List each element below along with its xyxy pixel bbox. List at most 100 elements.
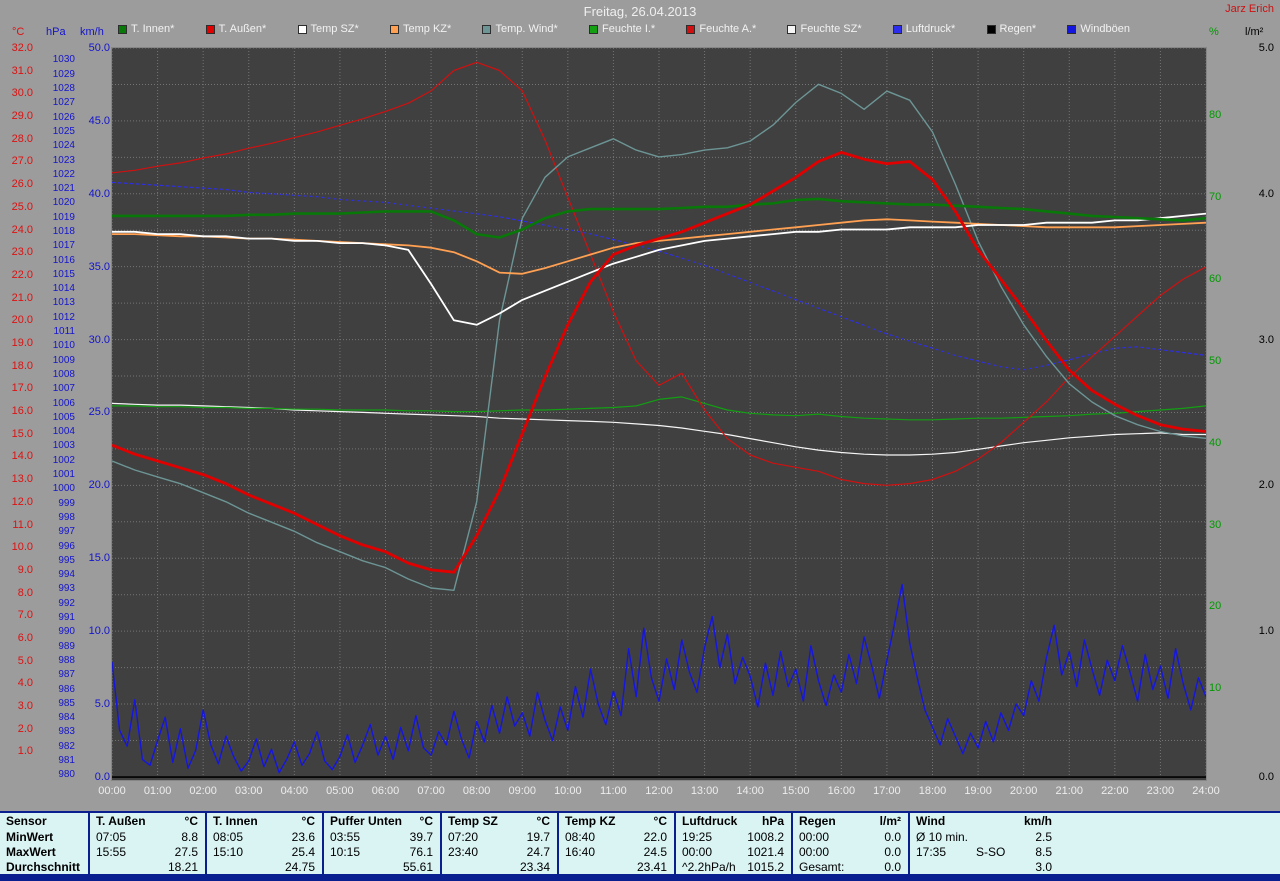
legend-item-t-aussen[interactable]: T. Außen* xyxy=(206,23,267,35)
hpa-tick-label: 998 xyxy=(36,512,75,523)
x-tick-label: 05:00 xyxy=(326,785,354,797)
x-tick-label: 16:00 xyxy=(828,785,856,797)
legend-item-temp-wind[interactable]: Temp. Wind* xyxy=(482,23,557,35)
legend-item-temp-kz[interactable]: Temp KZ* xyxy=(390,23,451,35)
kmh-tick-label: 5.0 xyxy=(77,699,110,710)
legend-label: Temp. Wind* xyxy=(495,23,557,35)
pct-tick-label: 60 xyxy=(1209,274,1233,285)
hpa-tick-label: 1017 xyxy=(36,240,75,251)
stats-table: SensorT. Außen°CT. Innen°CPuffer Unten°C… xyxy=(0,811,1280,874)
lm2-tick-label: 2.0 xyxy=(1242,480,1274,491)
pct-tick-label: 50 xyxy=(1209,356,1233,367)
table-cell: MinWert xyxy=(0,829,88,844)
legend-swatch xyxy=(298,25,307,34)
kmh-tick-label: 20.0 xyxy=(77,480,110,491)
hpa-tick-label: 1030 xyxy=(36,54,75,65)
legend-swatch xyxy=(482,25,491,34)
table-cell: ^2.2hPa/h1015.2 xyxy=(674,859,791,874)
legend-label: Feuchte SZ* xyxy=(800,23,861,35)
temp_c-tick-label: 6.0 xyxy=(0,633,33,644)
hpa-tick-label: 982 xyxy=(36,741,75,752)
hpa-tick-label: 981 xyxy=(36,755,75,766)
lm2-tick-label: 0.0 xyxy=(1242,772,1274,783)
hpa-tick-label: 1010 xyxy=(36,340,75,351)
hpa-tick-label: 986 xyxy=(36,684,75,695)
legend-item-temp-sz[interactable]: Temp SZ* xyxy=(298,23,359,35)
legend-label: Feuchte I.* xyxy=(602,23,655,35)
x-tick-label: 13:00 xyxy=(691,785,719,797)
temp_c-tick-label: 32.0 xyxy=(0,43,33,54)
table-cell: 24.75 xyxy=(205,859,322,874)
temp_c-tick-label: 28.0 xyxy=(0,134,33,145)
legend-item-feuchte-i[interactable]: Feuchte I.* xyxy=(589,23,655,35)
table-cell: Windkm/h xyxy=(908,813,1280,829)
hpa-tick-label: 1000 xyxy=(36,483,75,494)
temp_c-tick-label: 4.0 xyxy=(0,678,33,689)
hpa-tick-label: 1003 xyxy=(36,440,75,451)
kmh-tick-label: 30.0 xyxy=(77,335,110,346)
table-cell: LuftdruckhPa xyxy=(674,813,791,829)
table-cell: T. Innen°C xyxy=(205,813,322,829)
legend-swatch xyxy=(987,25,996,34)
legend-label: Luftdruck* xyxy=(906,23,956,35)
pct-tick-label: 70 xyxy=(1209,192,1233,203)
page-title: Freitag, 26.04.2013 xyxy=(0,4,1280,19)
hpa-tick-label: 985 xyxy=(36,698,75,709)
table-cell: 23.34 xyxy=(440,859,557,874)
hpa-tick-label: 988 xyxy=(36,655,75,666)
temp_c-tick-label: 3.0 xyxy=(0,701,33,712)
hpa-tick-label: 1007 xyxy=(36,383,75,394)
kmh-tick-label: 50.0 xyxy=(77,43,110,54)
legend-item-luftdruck[interactable]: Luftdruck* xyxy=(893,23,956,35)
temp_c-tick-label: 5.0 xyxy=(0,656,33,667)
temp_c-tick-label: 11.0 xyxy=(0,520,33,531)
legend-item-t-innen[interactable]: T. Innen* xyxy=(118,23,174,35)
temp_c-tick-label: 14.0 xyxy=(0,451,33,462)
hpa-tick-label: 987 xyxy=(36,669,75,680)
legend-item-windboeen[interactable]: Windböen xyxy=(1067,23,1130,35)
temp_c-tick-label: 31.0 xyxy=(0,66,33,77)
table-cell: Durchschnitt xyxy=(0,859,88,874)
lm2-tick-label: 1.0 xyxy=(1242,626,1274,637)
legend-item-regen[interactable]: Regen* xyxy=(987,23,1037,35)
hpa-tick-label: 1027 xyxy=(36,97,75,108)
hpa-tick-label: 1021 xyxy=(36,183,75,194)
kmh-tick-label: 25.0 xyxy=(77,407,110,418)
temp_c-tick-label: 2.0 xyxy=(0,724,33,735)
series-temp-wind xyxy=(112,84,1206,590)
x-tick-label: 15:00 xyxy=(782,785,810,797)
x-tick-label: 07:00 xyxy=(417,785,445,797)
kmh-tick-label: 10.0 xyxy=(77,626,110,637)
hpa-tick-label: 1001 xyxy=(36,469,75,480)
x-tick-label: 09:00 xyxy=(508,785,536,797)
hpa-tick-label: 991 xyxy=(36,612,75,623)
x-tick-label: 18:00 xyxy=(919,785,947,797)
x-tick-label: 01:00 xyxy=(144,785,172,797)
legend-item-feuchte-a[interactable]: Feuchte A.* xyxy=(686,23,756,35)
table-cell: Regenl/m² xyxy=(791,813,908,829)
hpa-tick-label: 1004 xyxy=(36,426,75,437)
x-tick-label: 11:00 xyxy=(600,785,627,797)
hpa-tick-label: 980 xyxy=(36,769,75,780)
table-cell: 18.21 xyxy=(88,859,205,874)
lm2-tick-label: 4.0 xyxy=(1242,189,1274,200)
pressure-axis-ticks: 1030102910281027102610251024102310221021… xyxy=(36,0,75,881)
hpa-tick-label: 1002 xyxy=(36,455,75,466)
hpa-tick-label: 996 xyxy=(36,541,75,552)
x-tick-label: 23:00 xyxy=(1147,785,1175,797)
hpa-tick-label: 1008 xyxy=(36,369,75,380)
hpa-tick-label: 1029 xyxy=(36,69,75,80)
legend-swatch xyxy=(206,25,215,34)
temp_c-tick-label: 13.0 xyxy=(0,474,33,485)
legend-item-feuchte-sz[interactable]: Feuchte SZ* xyxy=(787,23,861,35)
table-cell: 15:5527.5 xyxy=(88,844,205,859)
hpa-tick-label: 1023 xyxy=(36,155,75,166)
lm2-tick-label: 5.0 xyxy=(1242,43,1274,54)
temp_c-tick-label: 25.0 xyxy=(0,202,33,213)
table-cell: 07:2019.7 xyxy=(440,829,557,844)
x-tick-label: 17:00 xyxy=(873,785,901,797)
hpa-tick-label: 1026 xyxy=(36,112,75,123)
hpa-tick-label: 1009 xyxy=(36,355,75,366)
legend-label: Temp KZ* xyxy=(403,23,451,35)
x-tick-label: 04:00 xyxy=(281,785,309,797)
